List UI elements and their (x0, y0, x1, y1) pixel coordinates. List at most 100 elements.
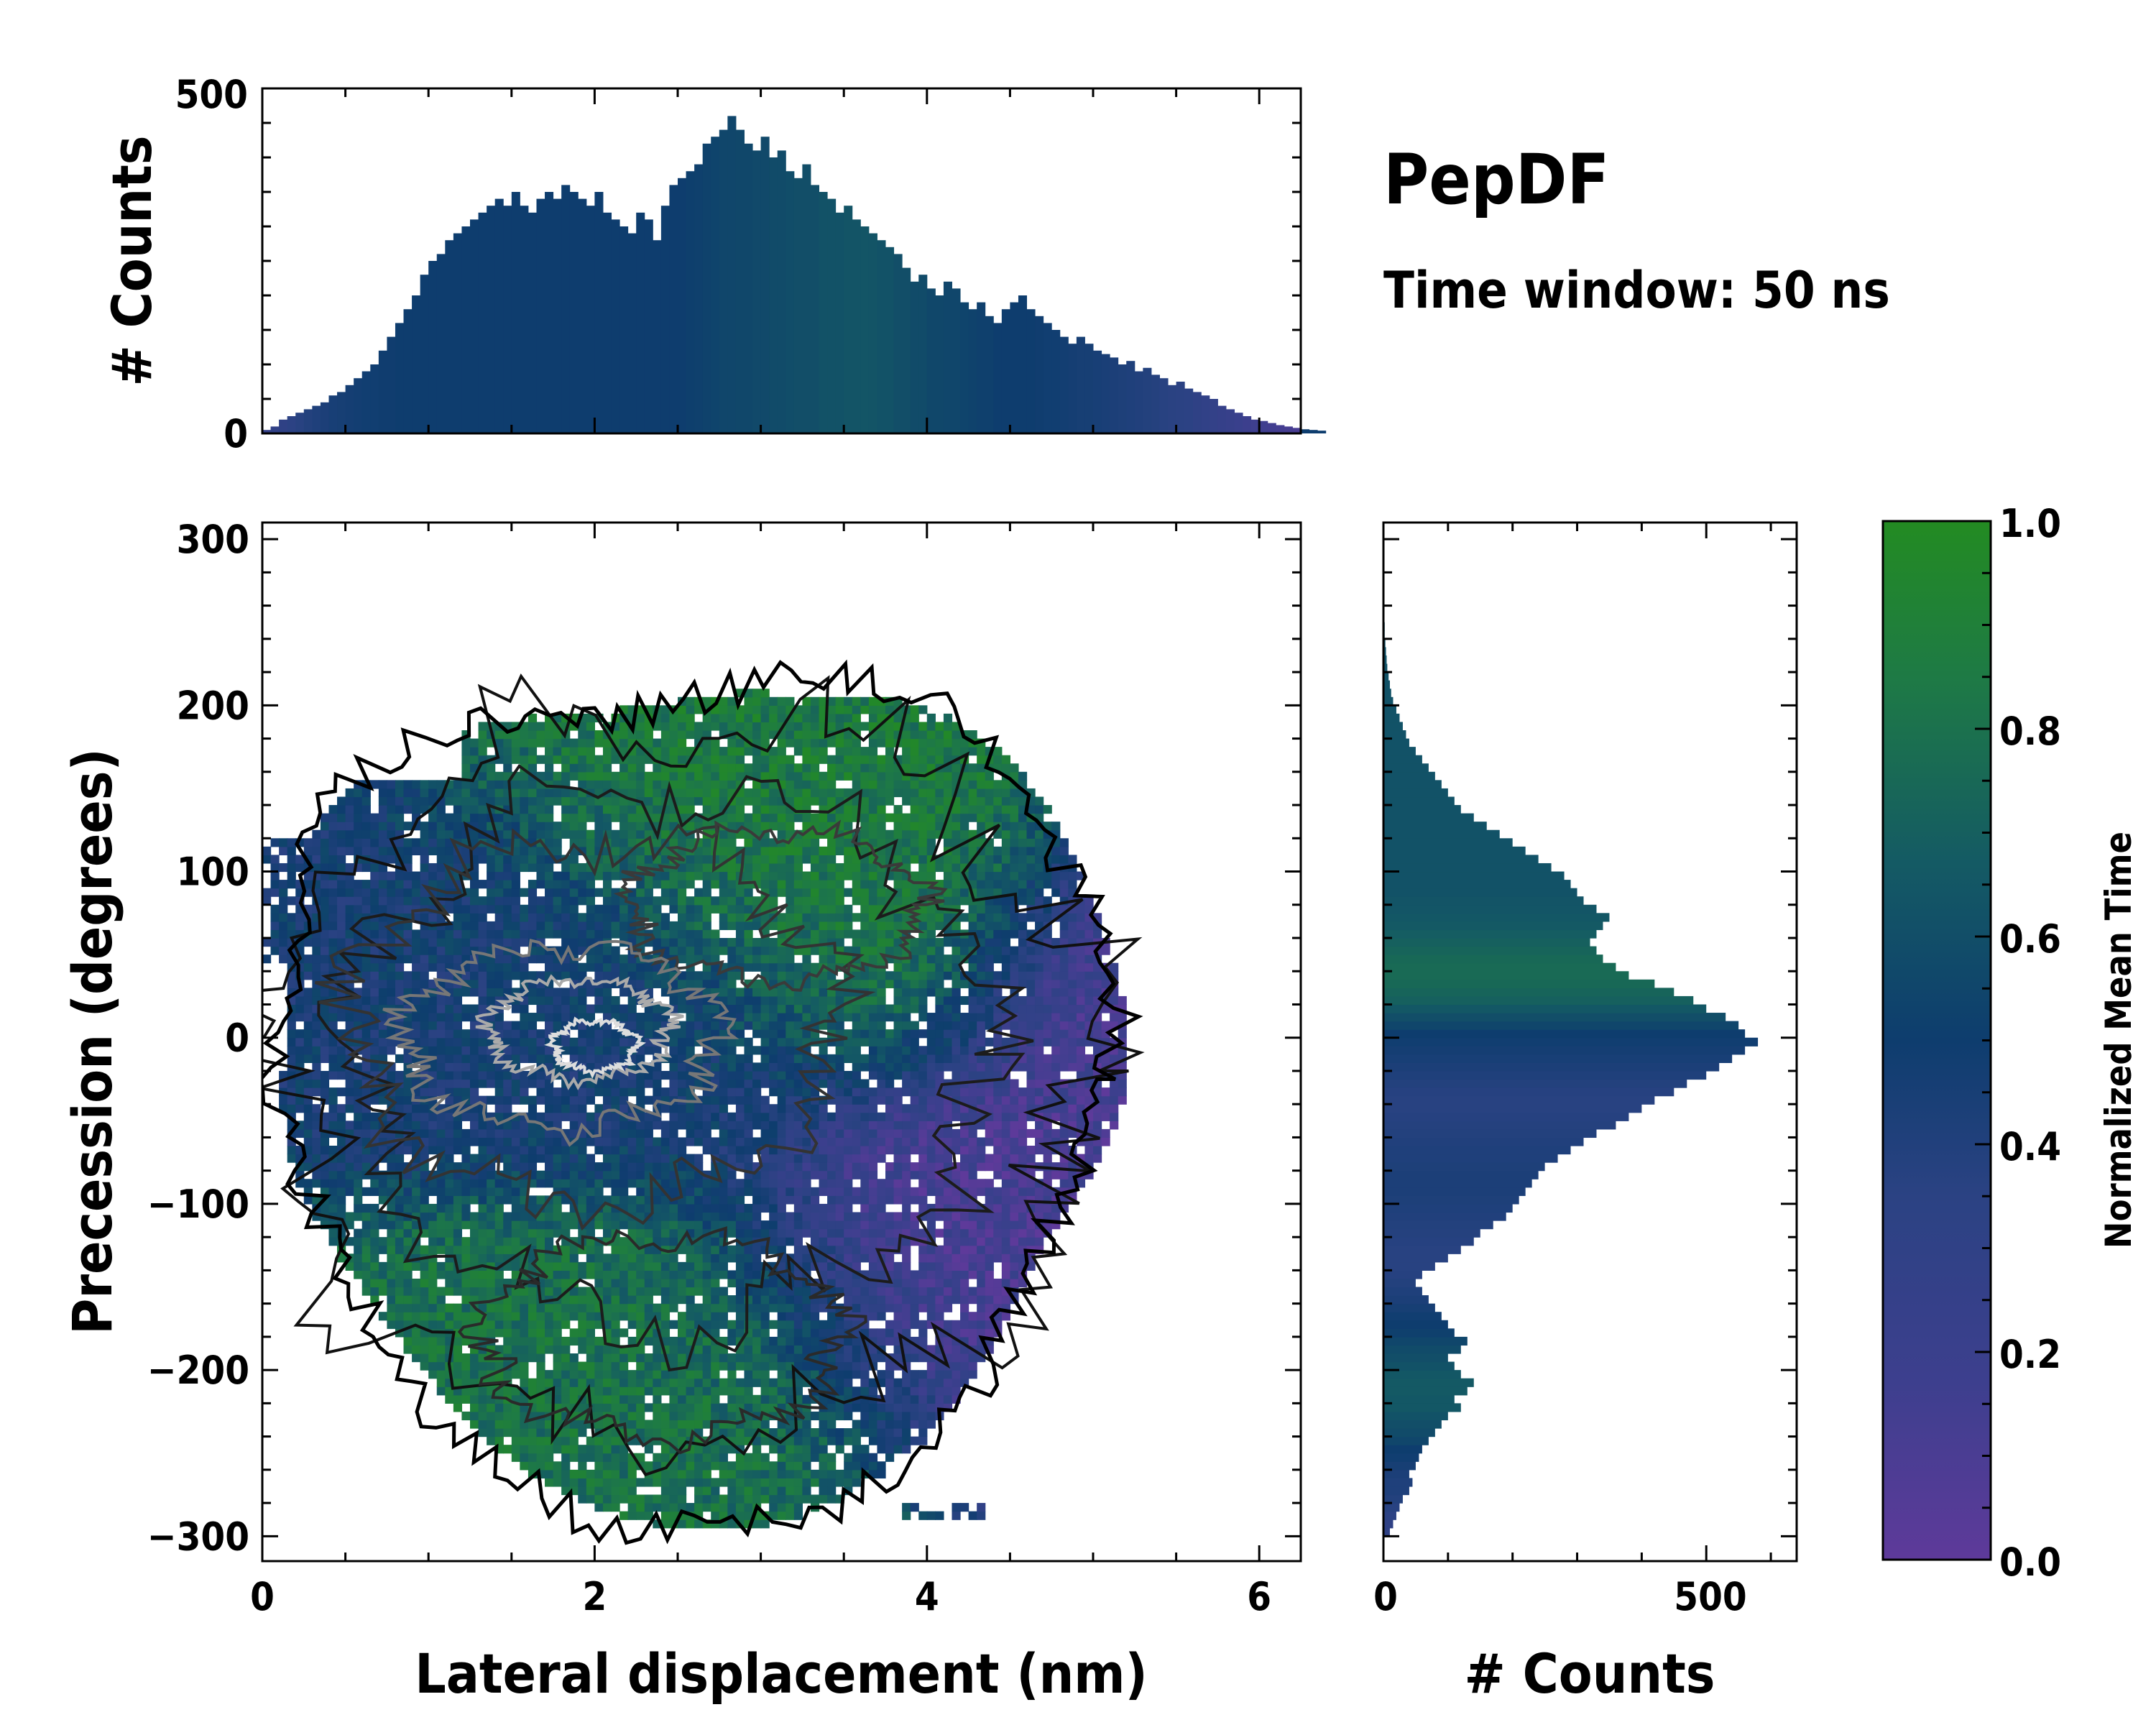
heatmap-cell (578, 1087, 587, 1097)
heatmap-cell (354, 1154, 363, 1163)
heatmap-cell (594, 730, 604, 740)
heatmap-cell (760, 1187, 770, 1196)
heatmap-cell (786, 1212, 795, 1221)
heatmap-cell (545, 1469, 554, 1478)
heatmap-cell (752, 1445, 762, 1454)
heatmap-cell (520, 1179, 529, 1188)
heatmap-cell (561, 1046, 571, 1055)
heatmap-cell (403, 1112, 413, 1121)
heatmap-cell (594, 805, 604, 814)
heatmap-cell (611, 1087, 620, 1097)
heatmap-cell (553, 1469, 562, 1478)
heatmap-cell (403, 1312, 413, 1321)
heatmap-cell (520, 921, 529, 931)
heatmap-cell (403, 1195, 413, 1205)
heatmap-cell (520, 1370, 529, 1379)
heatmap-cell (520, 1445, 529, 1454)
heatmap-cell (520, 862, 529, 873)
heatmap-cell (536, 954, 545, 964)
heatmap-cell (752, 1245, 762, 1254)
heatmap-cell (586, 829, 595, 839)
heatmap-cell (627, 1403, 637, 1412)
heatmap-cell (711, 1328, 720, 1338)
heatmap-cell (553, 1170, 562, 1179)
heatmap-cell (611, 780, 620, 789)
heatmap-cell (669, 1511, 678, 1520)
heatmap-cell (719, 1428, 728, 1438)
heatmap-cell (378, 822, 387, 831)
top-histogram-bar (287, 416, 296, 433)
heatmap-cell (611, 1303, 620, 1312)
heatmap-cell (453, 1187, 463, 1196)
heatmap-cell (727, 1486, 737, 1496)
heatmap-cell (594, 1004, 604, 1013)
heatmap-cell (636, 1494, 645, 1504)
heatmap-cell (586, 813, 595, 822)
heatmap-cell (553, 1104, 562, 1113)
heatmap-cell (694, 1203, 704, 1213)
heatmap-cell (395, 1254, 405, 1263)
heatmap-cell (387, 1154, 396, 1163)
heatmap-cell (461, 1295, 471, 1305)
heatmap-cell (553, 1137, 562, 1146)
heatmap-cell (461, 1254, 471, 1263)
heatmap-cell (494, 1112, 504, 1121)
heatmap-cell (711, 1261, 720, 1271)
heatmap-cell (653, 771, 662, 781)
heatmap-cell (387, 1254, 396, 1263)
heatmap-cell (487, 904, 496, 914)
heatmap-cell (594, 1494, 604, 1504)
heatmap-cell (602, 805, 612, 814)
heatmap-cell (627, 1154, 637, 1163)
heatmap-cell (328, 855, 338, 864)
heatmap-cell (528, 855, 538, 864)
heatmap-cell (711, 1394, 720, 1404)
heatmap-cell (678, 1336, 687, 1346)
heatmap-cell (694, 1278, 704, 1288)
heatmap-cell (678, 1087, 687, 1097)
heatmap-cell (719, 1245, 728, 1254)
heatmap-cell (520, 1428, 529, 1438)
heatmap-cell (660, 771, 671, 781)
heatmap-cell (669, 1478, 678, 1487)
heatmap-cell (561, 913, 571, 922)
heatmap-cell (503, 1128, 512, 1138)
heatmap-cell (702, 904, 711, 914)
heatmap-cell (786, 1170, 795, 1179)
heatmap-cell (387, 1245, 396, 1254)
heatmap-cell (370, 1287, 379, 1296)
heatmap-cell (777, 1445, 786, 1454)
heatmap-cell (678, 1461, 687, 1471)
heatmap-cell (328, 862, 338, 873)
heatmap-cell (678, 1287, 687, 1296)
heatmap-cell (594, 1320, 604, 1329)
heatmap-cell (545, 1004, 554, 1013)
heatmap-cell (760, 1128, 770, 1138)
heatmap-cell (660, 1494, 671, 1504)
heatmap-cell (361, 995, 371, 1006)
heatmap-cell (777, 805, 786, 814)
heatmap-cell (428, 822, 438, 831)
heatmap-cell (320, 880, 330, 889)
heatmap-cell (478, 1154, 487, 1163)
heatmap-cell (445, 1013, 454, 1022)
heatmap-cell (586, 1378, 595, 1387)
heatmap-cell (320, 1137, 330, 1146)
heatmap-cell (711, 738, 720, 748)
heatmap-cell (361, 971, 371, 980)
heatmap-cell (378, 1278, 387, 1288)
heatmap-cell (760, 1195, 770, 1205)
heatmap-cell (760, 1420, 770, 1429)
heatmap-cell (752, 1403, 762, 1412)
heatmap-cell (303, 962, 313, 972)
heatmap-cell (553, 771, 562, 781)
heatmap-cell (727, 1154, 737, 1163)
top-histogram-bar (1225, 409, 1235, 433)
heatmap-cell (378, 838, 387, 847)
heatmap-cell (511, 938, 520, 947)
heatmap-cell (744, 1486, 753, 1496)
heatmap-cell (752, 1370, 762, 1379)
heatmap-cell (528, 1128, 538, 1138)
heatmap-cell (536, 1312, 545, 1321)
heatmap-cell (354, 880, 363, 889)
